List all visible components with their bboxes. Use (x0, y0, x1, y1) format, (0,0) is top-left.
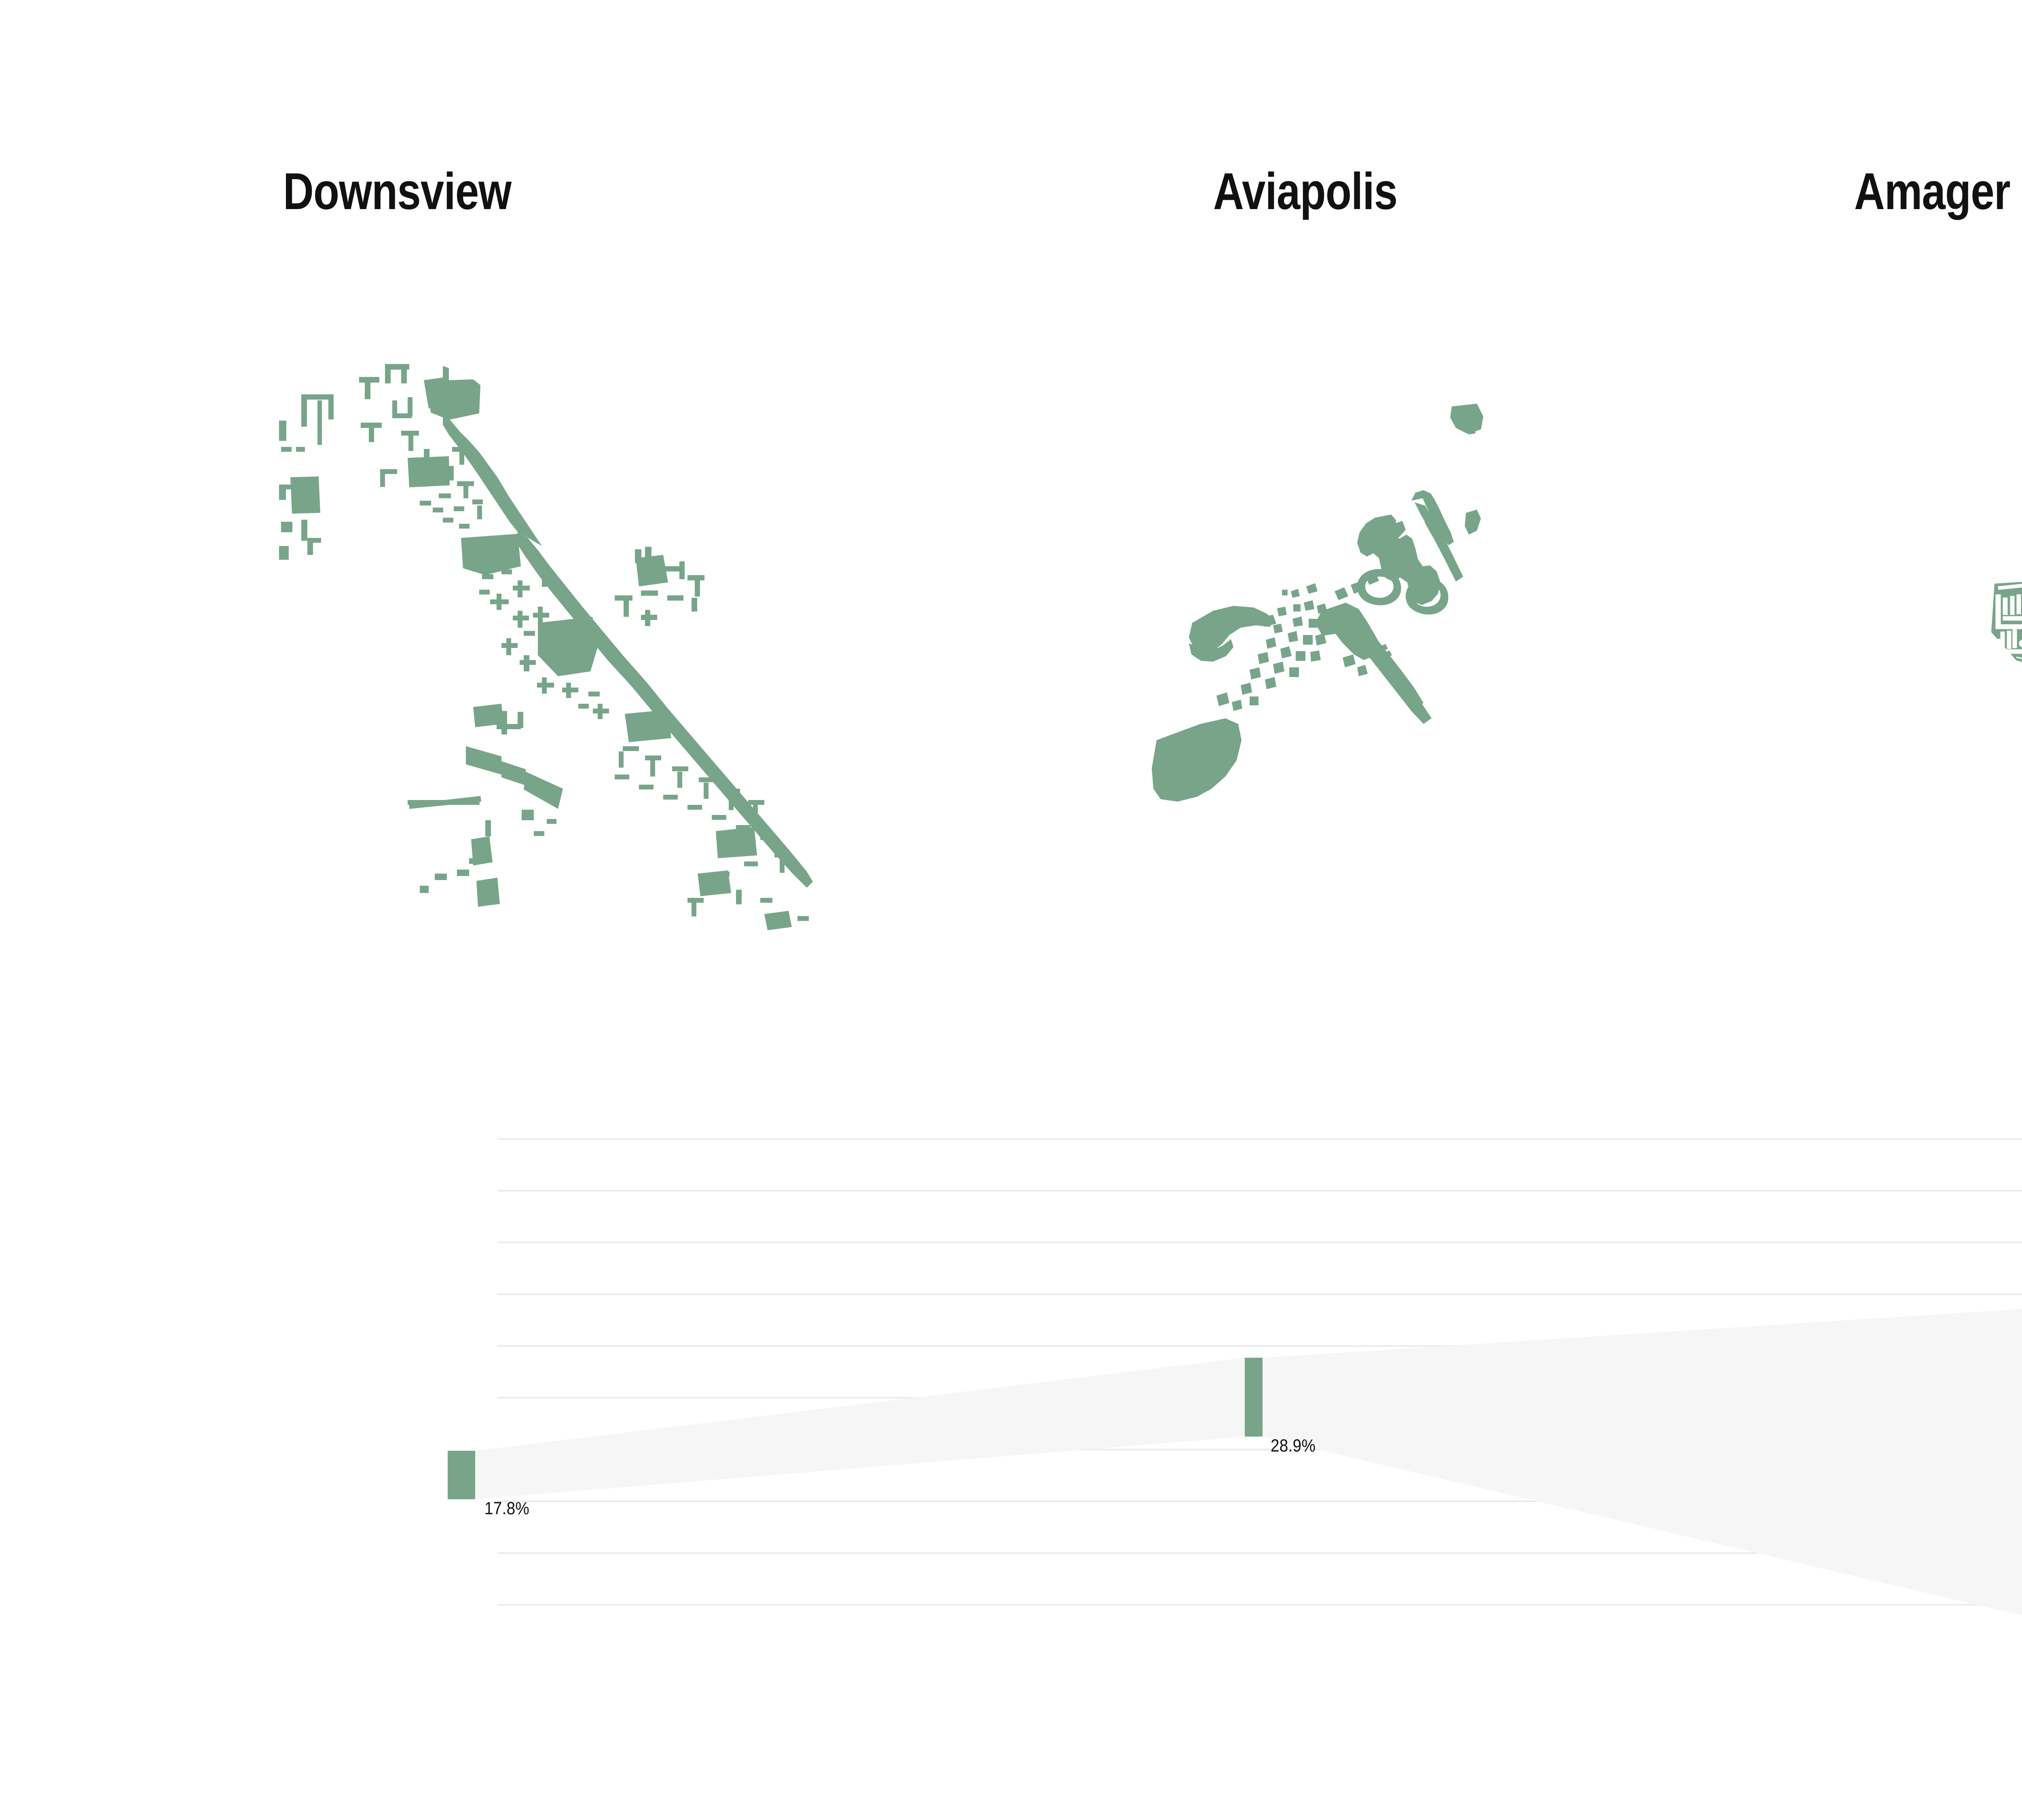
bar-downsview (448, 1451, 475, 1499)
chart-bars (448, 1358, 1263, 1499)
bar-value-label-aviapolis: 28.9% (1271, 1436, 1316, 1456)
site-title-downsview: Downsview (283, 163, 512, 220)
site-title-aviapolis: Aviapolis (1213, 163, 1398, 220)
map-figure-ground-downsview (259, 348, 825, 934)
bar-aviapolis (1245, 1358, 1263, 1437)
aviapolis-green-mass (1152, 404, 1483, 802)
map-figure-ground-amager-commons (1978, 556, 2022, 746)
bar-value-label-downsview: 17.8% (484, 1498, 530, 1518)
site-title-amager-commons: Amager Commons (1854, 163, 2022, 220)
map-figure-ground-aviapolis (1132, 384, 1516, 837)
chart-connector-ribbon (475, 1309, 2022, 1616)
downsview-green-mass (279, 364, 813, 930)
amager-green-mass (1991, 582, 2022, 703)
